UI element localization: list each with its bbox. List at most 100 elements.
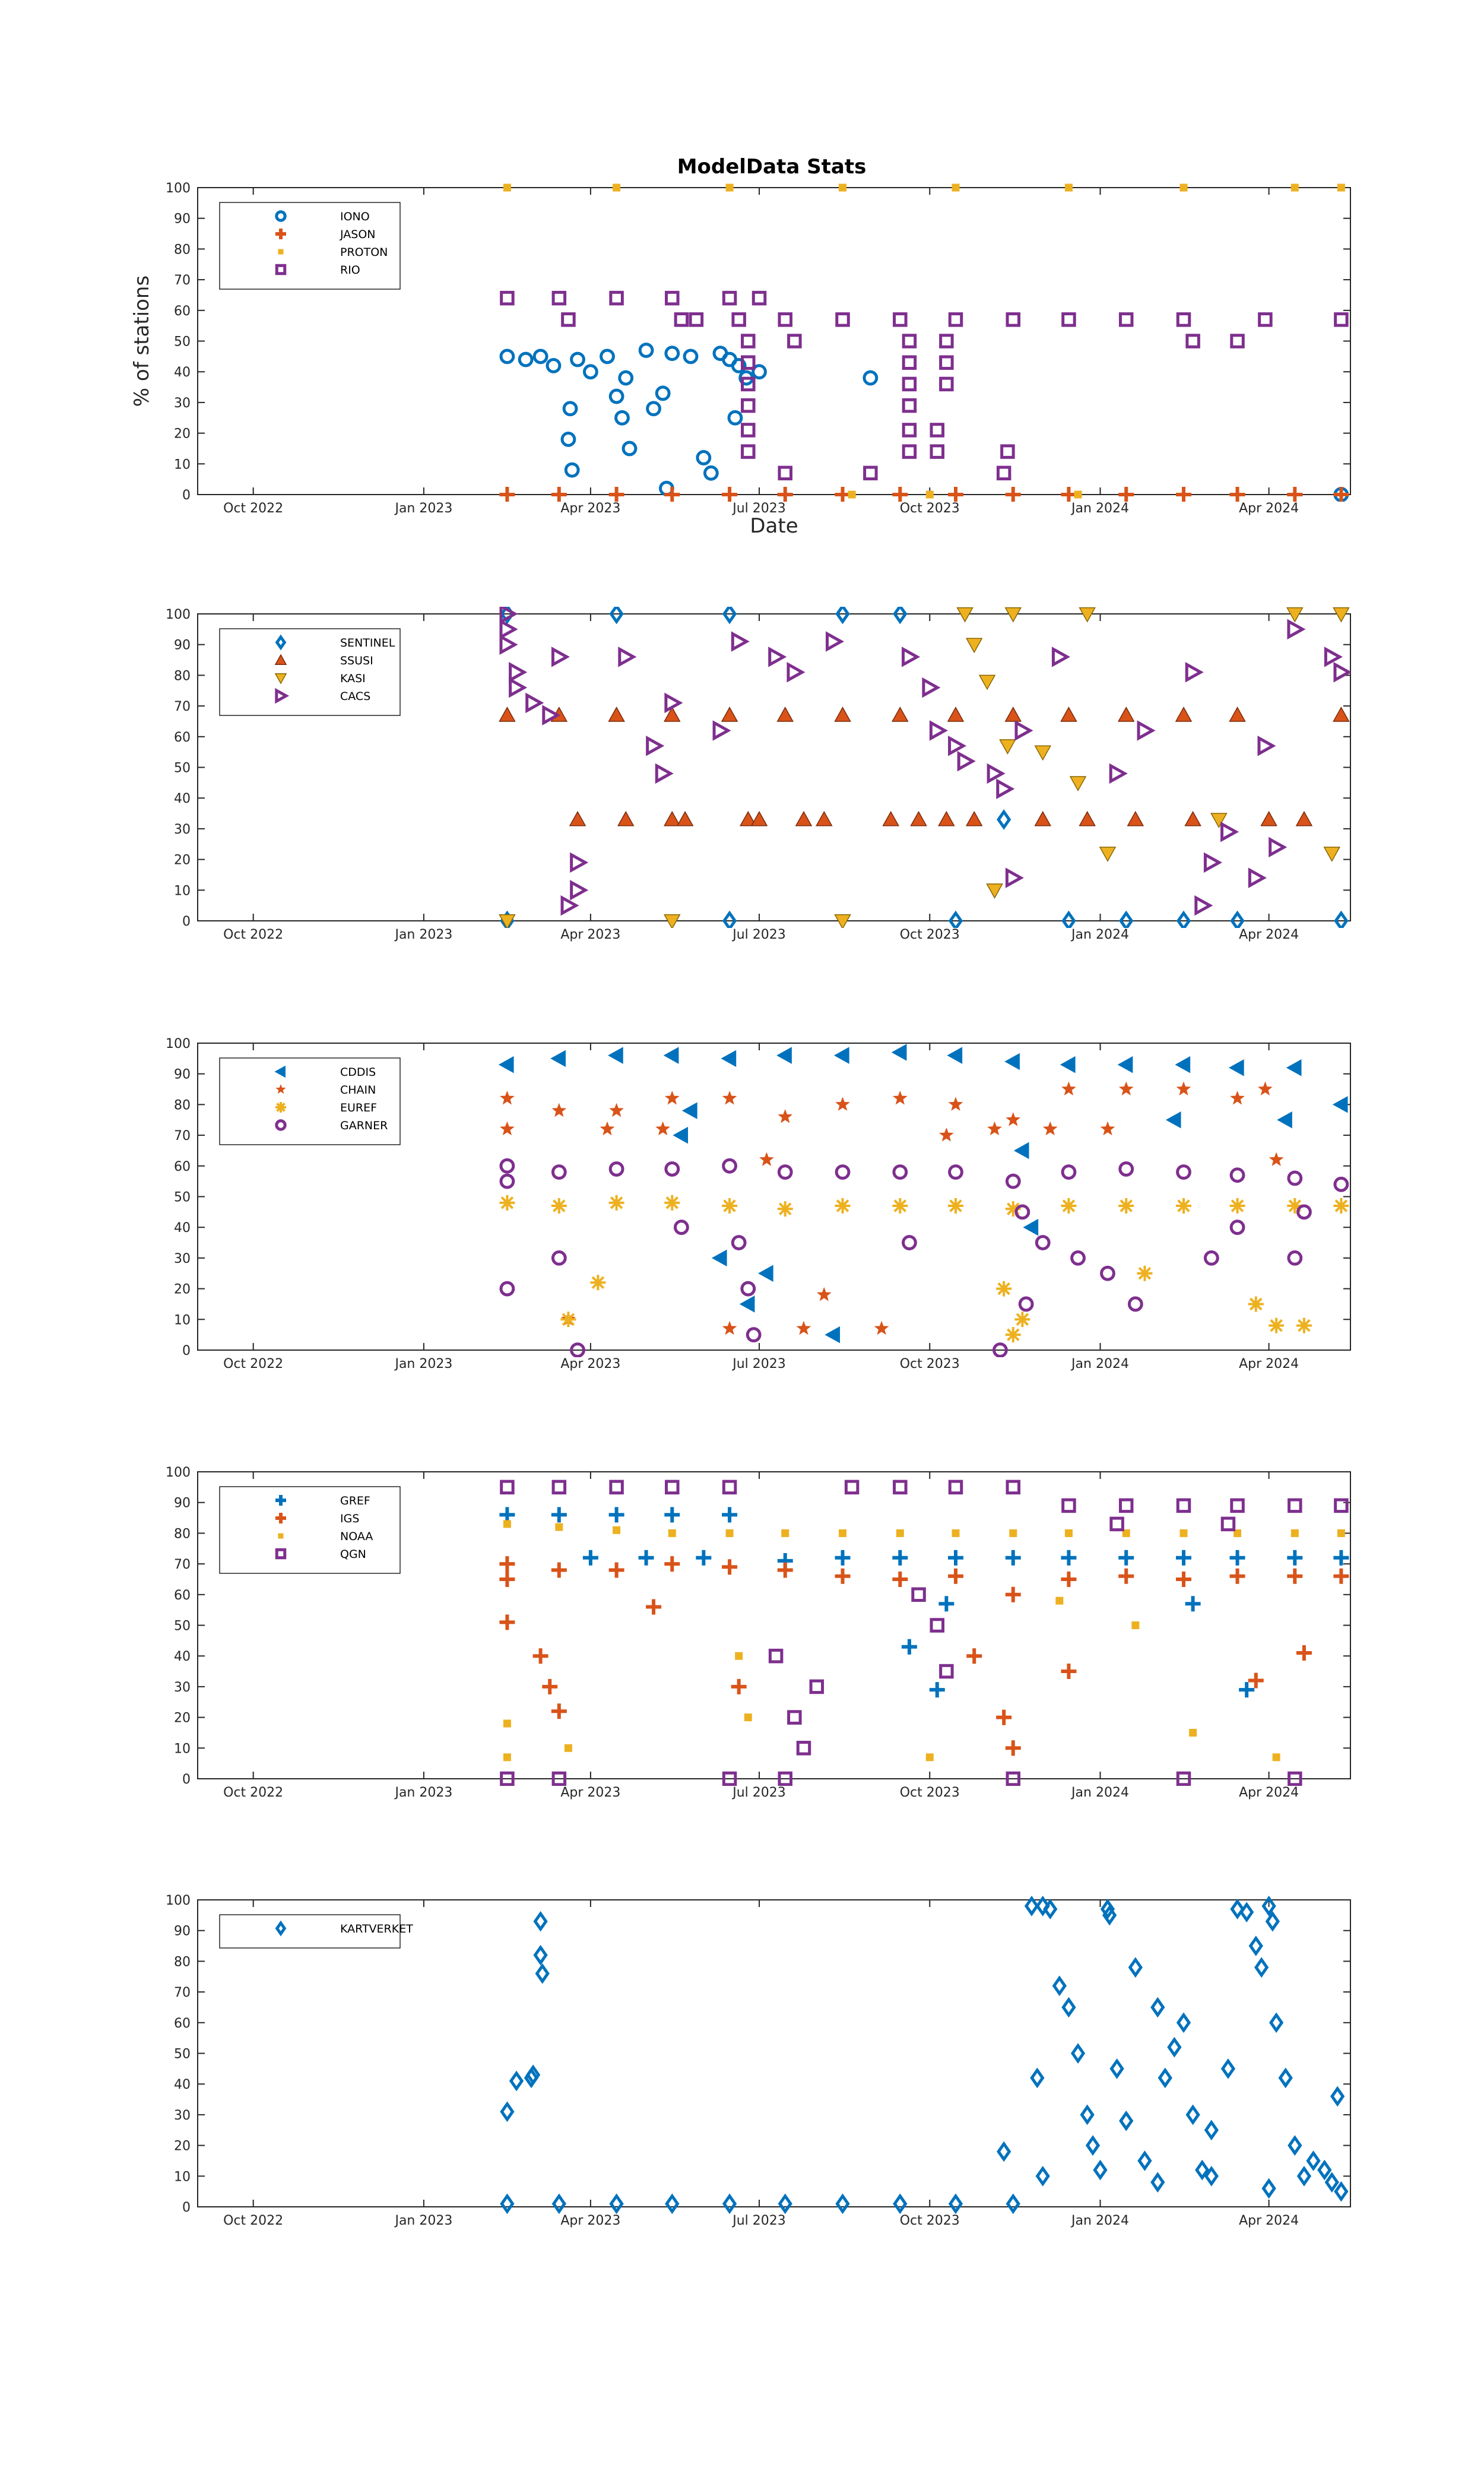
data-point-igs xyxy=(1296,1645,1312,1661)
data-point-kasi xyxy=(956,607,974,623)
data-point-iono xyxy=(727,410,743,426)
x-tick-label: Jan 2024 xyxy=(1070,1357,1129,1371)
data-point-chain xyxy=(1100,1121,1115,1136)
data-point-proton xyxy=(725,183,734,192)
x-tick-label: Apr 2024 xyxy=(1239,1785,1299,1800)
data-point-cacs xyxy=(1194,895,1213,916)
data-point-iono xyxy=(608,388,624,404)
data-point-cacs xyxy=(1203,852,1222,873)
y-tick-label: 0 xyxy=(182,2200,191,2215)
data-point-rio xyxy=(741,444,756,459)
data-point-iono xyxy=(562,401,578,417)
legend-box xyxy=(219,202,401,290)
data-points xyxy=(500,1895,1349,2214)
data-point-garner xyxy=(740,1281,756,1297)
x-tick-label: Oct 2022 xyxy=(223,2213,283,2228)
data-point-iono xyxy=(614,410,630,426)
data-point-kartverket xyxy=(1085,2135,1101,2156)
data-point-gref xyxy=(901,1639,917,1655)
data-point-iono xyxy=(600,349,615,365)
legend-box xyxy=(219,1914,401,1949)
y-tick-label: 10 xyxy=(174,1313,191,1328)
y-tick-label: 30 xyxy=(174,396,191,411)
data-point-rio xyxy=(902,444,917,459)
data-point-cacs xyxy=(1333,661,1350,683)
series-kasi xyxy=(499,607,1350,928)
data-point-sentinel xyxy=(835,607,850,625)
axes-panel-3: 0 10 20 30 40 50 60 70 80 90 100 Oct 2022 Jan 2023 Ap… xyxy=(166,1037,1351,1371)
data-point-cddis xyxy=(721,1050,737,1067)
legend-marker-euref xyxy=(275,1102,286,1113)
data-point-iono xyxy=(532,349,548,365)
data-point-igs xyxy=(835,1568,851,1584)
data-point-chain xyxy=(500,1091,515,1105)
legend-marker-jason xyxy=(275,229,286,239)
data-point-qgn xyxy=(893,1480,908,1495)
data-point-euref xyxy=(1014,1312,1030,1328)
data-point-kasi xyxy=(664,914,681,928)
data-point-iono xyxy=(583,364,598,380)
data-point-kartverket xyxy=(1261,2178,1276,2199)
data-point-cacs xyxy=(929,720,948,741)
data-point-cddis xyxy=(833,1047,849,1064)
data-point-rio xyxy=(1000,444,1015,459)
x-tick-label: Oct 2022 xyxy=(223,927,283,942)
data-point-kartverket xyxy=(551,2193,566,2214)
data-point-kartverket xyxy=(609,2193,624,2214)
y-tick-label: 100 xyxy=(166,1465,191,1480)
y-tick-label: 40 xyxy=(174,2077,191,2092)
data-point-rio xyxy=(1118,312,1134,327)
y-tick-label: 100 xyxy=(166,181,191,196)
legend-marker-noaa xyxy=(278,1533,284,1539)
data-point-ssusi xyxy=(1184,810,1201,826)
data-point-cddis xyxy=(757,1265,773,1282)
data-point-gref xyxy=(1005,1550,1021,1566)
data-point-rio xyxy=(731,312,746,327)
legend-marker-rio xyxy=(275,264,287,275)
data-point-gref xyxy=(608,1507,624,1523)
data-point-garner xyxy=(902,1235,917,1250)
data-point-chain xyxy=(939,1127,954,1142)
data-point-rio xyxy=(930,444,945,459)
data-point-kartverket xyxy=(533,1911,548,1932)
data-point-qgn xyxy=(1006,1480,1021,1495)
x-tick-label: Apr 2023 xyxy=(560,1785,620,1800)
data-point-euref xyxy=(1248,1296,1264,1312)
data-point-kartverket xyxy=(1261,1895,1276,1917)
data-point-kasi xyxy=(834,914,851,928)
data-point-kartverket xyxy=(1185,2104,1200,2125)
y-tick-label: 60 xyxy=(174,2016,191,2031)
data-point-kartverket xyxy=(1204,2165,1219,2187)
data-point-sentinel xyxy=(1061,910,1076,928)
data-point-sentinel xyxy=(996,809,1011,830)
data-point-gref xyxy=(722,1507,738,1523)
y-tick-label: 10 xyxy=(174,1741,191,1756)
data-point-rio xyxy=(1258,312,1273,327)
data-point-cacs xyxy=(560,895,579,916)
data-point-kartverket xyxy=(1070,2043,1086,2064)
data-point-cacs xyxy=(768,647,787,667)
data-point-proton xyxy=(503,183,511,192)
legend-marker-iono xyxy=(275,210,287,222)
x-tick-label: Jul 2023 xyxy=(731,501,786,516)
data-point-proton xyxy=(925,490,934,499)
axes-panel-2: 0 10 20 30 40 50 60 70 80 90 100 Oct 2022 Jan 2023 Ap… xyxy=(166,607,1351,942)
data-point-proton xyxy=(1074,490,1082,499)
data-point-rio xyxy=(939,334,954,349)
data-point-cacs xyxy=(646,736,665,756)
data-point-jason xyxy=(1176,487,1191,502)
data-point-garner xyxy=(1203,1250,1219,1266)
data-point-garner xyxy=(664,1161,680,1177)
figure-title: ModelData Stats xyxy=(677,155,867,179)
data-point-chain xyxy=(1042,1121,1058,1136)
legend-label-noaa: NOAA xyxy=(340,1530,373,1543)
x-axis-label: Date xyxy=(750,514,798,538)
data-point-kartverket xyxy=(500,2193,515,2214)
data-point-noaa xyxy=(503,1753,511,1762)
data-point-ssusi xyxy=(882,810,899,826)
data-point-noaa xyxy=(896,1529,904,1537)
data-point-garner xyxy=(1229,1167,1245,1183)
legend-marker-garner xyxy=(275,1119,287,1131)
data-point-ssusi xyxy=(947,707,965,722)
data-point-kartverket xyxy=(1167,2036,1182,2058)
